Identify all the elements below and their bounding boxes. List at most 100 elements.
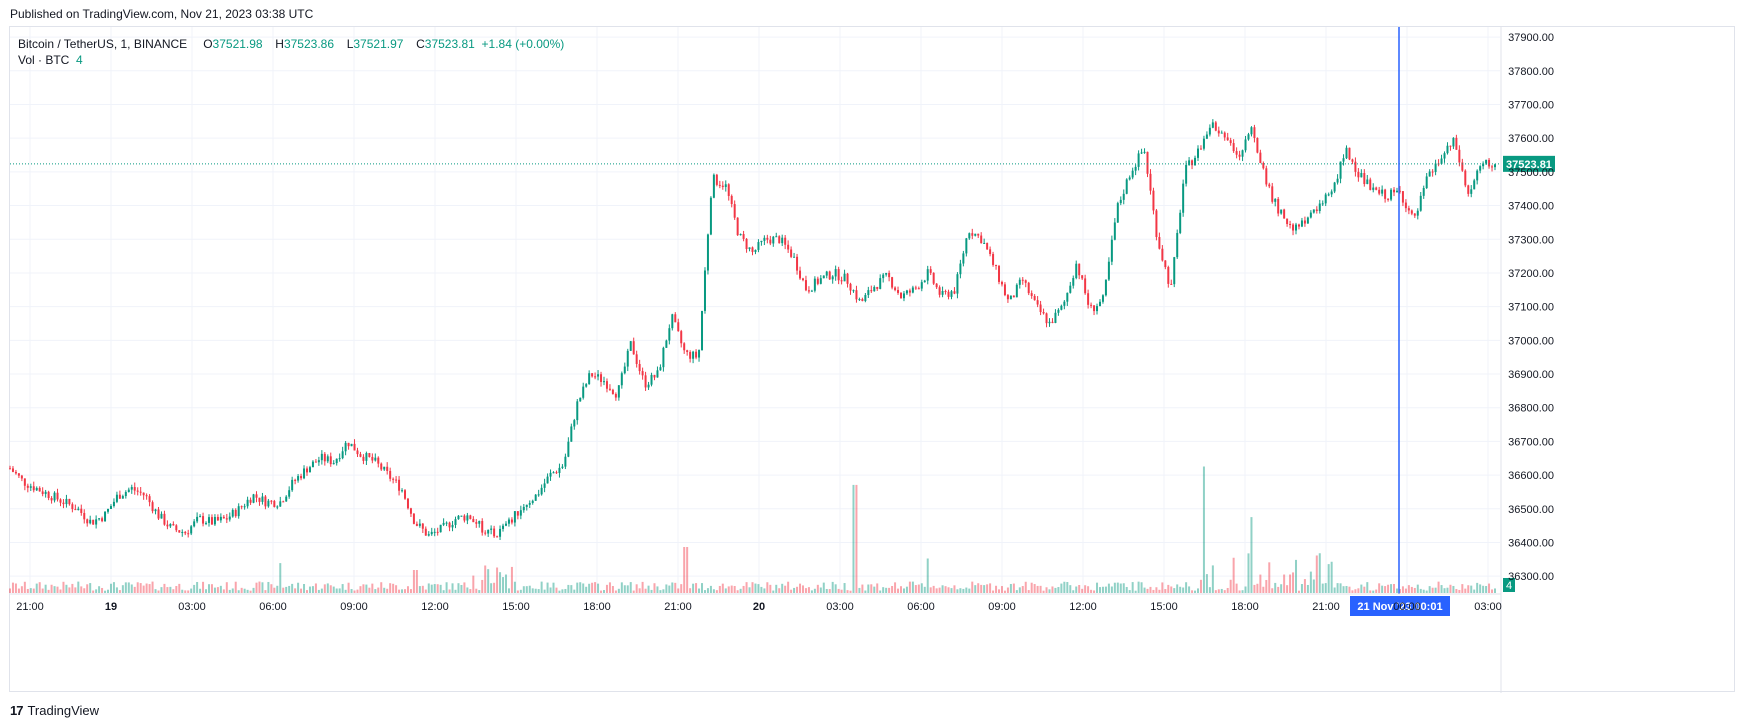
volume-bar bbox=[1229, 579, 1232, 593]
candle-body bbox=[463, 515, 466, 521]
volume-bar bbox=[941, 585, 944, 593]
footer-brand[interactable]: 17 TradingView bbox=[10, 703, 99, 718]
volume-bar bbox=[1357, 588, 1360, 593]
candle-body bbox=[807, 290, 810, 292]
candle-body bbox=[754, 249, 757, 252]
volume-bar bbox=[1036, 585, 1039, 593]
candle-body bbox=[1098, 301, 1101, 307]
candle-body bbox=[736, 217, 739, 236]
price-tick-label: 37300.00 bbox=[1508, 234, 1554, 246]
candle-body bbox=[276, 506, 279, 508]
candle-body bbox=[1042, 312, 1045, 314]
candle-body bbox=[350, 443, 353, 447]
volume-bar bbox=[822, 582, 825, 593]
candle-body bbox=[804, 280, 807, 291]
candle-body bbox=[478, 520, 481, 524]
candle-body bbox=[166, 524, 169, 527]
candle-body bbox=[1000, 281, 1003, 285]
candle-body bbox=[469, 515, 472, 519]
volume-bar bbox=[1482, 585, 1485, 593]
volume-bar bbox=[629, 582, 632, 593]
volume-bar bbox=[1485, 586, 1488, 593]
candle-body bbox=[861, 299, 864, 302]
candle-body bbox=[1015, 284, 1018, 298]
candle-body bbox=[1348, 147, 1351, 160]
candle-body bbox=[332, 463, 335, 465]
volume-bar bbox=[1339, 583, 1342, 593]
low-key: L bbox=[346, 37, 354, 51]
chart-overlay: 37523.81 4 21 Nov '23 00:01 bbox=[10, 27, 1555, 616]
volume-bar bbox=[9, 588, 11, 593]
candle-body bbox=[1259, 152, 1262, 163]
volume-bar bbox=[1152, 589, 1155, 593]
volume-bar bbox=[701, 583, 704, 593]
candle-body bbox=[778, 236, 781, 244]
candle-body bbox=[683, 343, 686, 351]
volume-bar bbox=[213, 587, 216, 593]
volume-bar bbox=[47, 589, 50, 593]
volume-bar bbox=[778, 588, 781, 593]
candle-body bbox=[184, 531, 187, 534]
candle-body bbox=[1393, 189, 1396, 193]
chart-grid bbox=[10, 27, 1500, 593]
time-tick-label: 15:00 bbox=[1150, 601, 1178, 613]
candle-body bbox=[392, 478, 395, 480]
candle-body bbox=[570, 426, 573, 442]
candle-body bbox=[228, 516, 231, 520]
volume-bar bbox=[329, 585, 332, 593]
candle-body bbox=[124, 492, 127, 497]
candle-body bbox=[377, 457, 380, 464]
volume-bar bbox=[730, 585, 733, 593]
volume-bar bbox=[1476, 582, 1479, 593]
volume-bar bbox=[1098, 587, 1101, 593]
volume-value: 4 bbox=[76, 53, 83, 67]
volume-bar bbox=[406, 586, 409, 593]
volume-bar bbox=[784, 585, 787, 593]
volume-bar bbox=[953, 585, 956, 593]
volume-label[interactable]: Vol · BTC bbox=[18, 53, 70, 67]
volume-bar bbox=[1164, 589, 1167, 593]
volume-bar bbox=[1101, 586, 1104, 593]
candle-body bbox=[787, 244, 790, 250]
volume-bar bbox=[600, 590, 603, 593]
volume-bar bbox=[493, 582, 496, 593]
volume-bar bbox=[1244, 586, 1247, 593]
candle-body bbox=[311, 461, 314, 468]
candle-body bbox=[1360, 173, 1363, 178]
candle-body bbox=[1116, 203, 1119, 223]
volume-bar bbox=[623, 585, 626, 593]
candle-body bbox=[965, 238, 968, 254]
candle-body bbox=[1428, 171, 1431, 177]
volume-bar bbox=[1413, 587, 1416, 593]
candle-body bbox=[543, 483, 546, 488]
candle-body bbox=[635, 354, 638, 364]
candle-body bbox=[448, 522, 451, 528]
volume-bar bbox=[1176, 584, 1179, 593]
volume-bar bbox=[861, 584, 864, 593]
volume-bar bbox=[246, 589, 249, 593]
chart-frame[interactable] bbox=[9, 26, 1735, 692]
high-value: 37523.86 bbox=[283, 37, 335, 51]
candle-body bbox=[1413, 213, 1416, 216]
candle-body bbox=[1422, 188, 1425, 196]
volume-bar bbox=[300, 588, 303, 593]
volume-bar bbox=[323, 584, 326, 593]
candle-body bbox=[989, 249, 992, 254]
volume-bar bbox=[888, 587, 891, 593]
candle-body bbox=[891, 277, 894, 288]
volume-bar bbox=[929, 587, 932, 593]
volume-bar bbox=[689, 588, 692, 593]
candle-body bbox=[1054, 312, 1057, 323]
candle-body bbox=[594, 376, 597, 378]
price-tick-label: 36700.00 bbox=[1508, 436, 1554, 448]
volume-bar bbox=[386, 588, 389, 593]
volume-bar bbox=[989, 583, 992, 593]
volume-bar bbox=[1081, 588, 1084, 593]
symbol-label[interactable]: Bitcoin / TetherUS, 1, BINANCE bbox=[18, 37, 188, 51]
candle-body bbox=[650, 374, 653, 385]
candle-body bbox=[353, 443, 356, 451]
candle-body bbox=[953, 291, 956, 294]
candle-body bbox=[644, 375, 647, 388]
volume-bar bbox=[938, 587, 941, 593]
